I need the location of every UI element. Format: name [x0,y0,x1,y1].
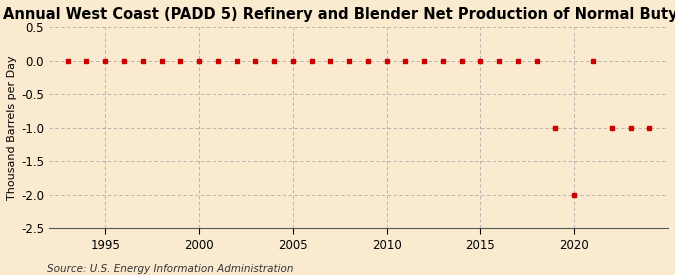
Text: Source: U.S. Energy Information Administration: Source: U.S. Energy Information Administ… [47,264,294,274]
Y-axis label: Thousand Barrels per Day: Thousand Barrels per Day [7,55,17,200]
Title: Annual West Coast (PADD 5) Refinery and Blender Net Production of Normal Butylen: Annual West Coast (PADD 5) Refinery and … [3,7,675,22]
